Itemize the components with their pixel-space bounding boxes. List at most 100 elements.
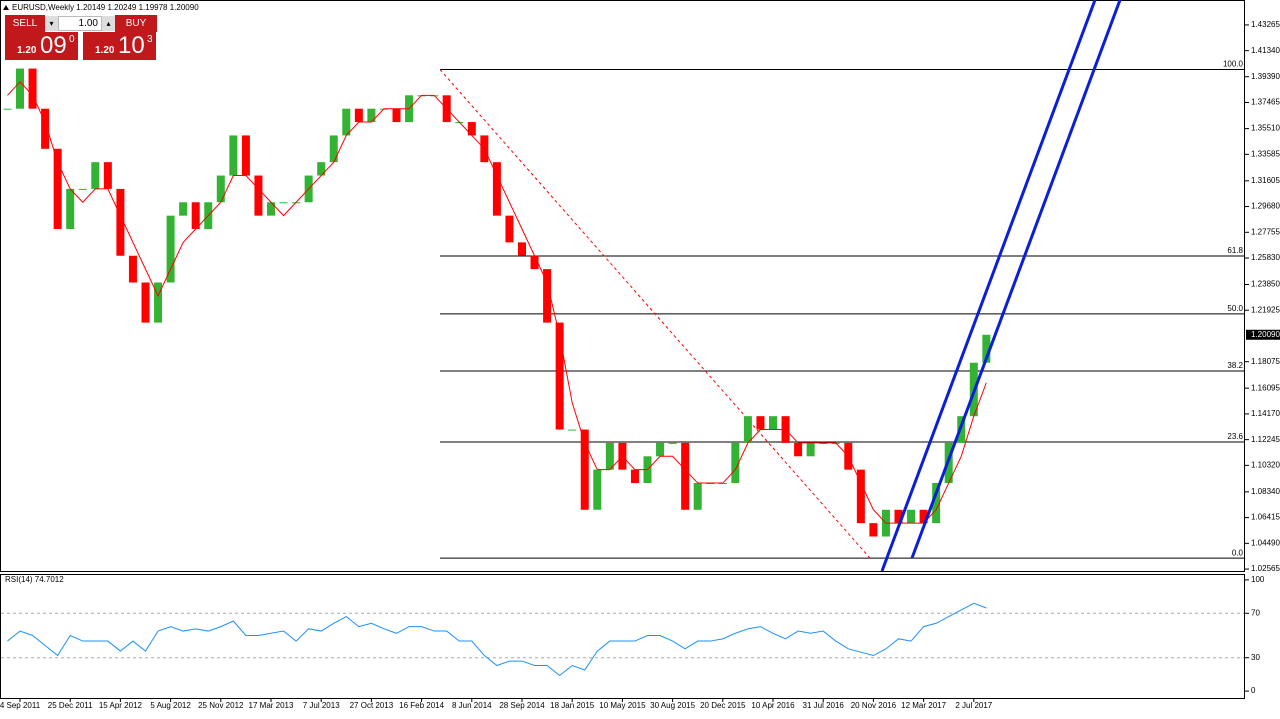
candle bbox=[279, 202, 288, 204]
lot-down[interactable]: ▾ bbox=[45, 16, 58, 31]
candle bbox=[492, 162, 501, 216]
candle bbox=[128, 255, 137, 283]
channel bbox=[880, 0, 1122, 572]
y-tick-label: 1.29680 bbox=[1251, 202, 1280, 211]
y-tick-label: 1.43265 bbox=[1251, 20, 1280, 29]
candle bbox=[329, 135, 338, 163]
sell-price[interactable]: 1.20 09 0 bbox=[5, 32, 78, 60]
y-tick-label: 1.06415 bbox=[1251, 513, 1280, 522]
buy-price[interactable]: 1.20 10 3 bbox=[83, 32, 156, 60]
y-tick-label: 1.12245 bbox=[1251, 435, 1280, 444]
price-pips: 09 bbox=[40, 32, 67, 59]
candle bbox=[668, 442, 677, 444]
y-tick-label: 1.33585 bbox=[1251, 149, 1280, 158]
candle bbox=[593, 469, 602, 510]
price-pips: 10 bbox=[118, 32, 145, 59]
y-tick-label: 1.02565 bbox=[1251, 564, 1280, 573]
candle bbox=[756, 416, 765, 430]
rsi-panel bbox=[0, 574, 1245, 699]
candle bbox=[317, 162, 326, 176]
x-tick-label: 4 Sep 2011 bbox=[0, 701, 41, 710]
sell-button[interactable]: SELL bbox=[5, 15, 45, 32]
y-tick-label: 0 bbox=[1251, 686, 1256, 695]
x-tick-label: 8 Jun 2014 bbox=[452, 701, 492, 710]
candle bbox=[693, 483, 702, 510]
candle bbox=[191, 202, 200, 230]
trade-panel: SELL ▾ 1.00 ▴ BUY 1.20 09 0 1.20 10 3 bbox=[2, 15, 157, 61]
price-frac: 0 bbox=[69, 34, 75, 45]
lot-input[interactable]: 1.00 bbox=[58, 16, 102, 31]
candle bbox=[555, 322, 564, 430]
candle bbox=[518, 242, 526, 256]
price-big: 1.20 bbox=[17, 45, 37, 56]
candle bbox=[907, 509, 916, 524]
x-tick-label: 10 Apr 2016 bbox=[751, 701, 795, 710]
x-tick-label: 7 Jul 2013 bbox=[303, 701, 340, 710]
candle bbox=[3, 108, 12, 110]
y-tick-label: 100 bbox=[1251, 575, 1265, 584]
rsi-title: RSI(14) 74.7012 bbox=[5, 575, 64, 584]
fib-label: 100.0 bbox=[1223, 60, 1244, 69]
x-tick-label: 12 Mar 2017 bbox=[901, 701, 946, 710]
candle bbox=[103, 162, 112, 189]
fib-label: 0.0 bbox=[1232, 548, 1244, 557]
candle bbox=[543, 269, 552, 323]
channel-line bbox=[910, 0, 1122, 559]
candle bbox=[179, 202, 188, 216]
lot-up[interactable]: ▴ bbox=[102, 16, 115, 31]
y-tick-label: 70 bbox=[1251, 608, 1260, 617]
x-tick-label: 10 May 2015 bbox=[599, 701, 646, 710]
candle bbox=[78, 188, 87, 190]
y-tick-label: 1.08340 bbox=[1251, 487, 1280, 496]
candle bbox=[392, 108, 401, 123]
candle bbox=[580, 429, 589, 510]
menu-icon[interactable] bbox=[3, 5, 9, 10]
candle bbox=[869, 523, 878, 537]
moving-average bbox=[7, 81, 987, 524]
fib-label: 61.8 bbox=[1227, 246, 1243, 255]
candle bbox=[41, 108, 50, 149]
fib-trend bbox=[439, 69, 871, 559]
candle bbox=[681, 442, 690, 510]
y-tick-label: 1.23850 bbox=[1251, 280, 1280, 289]
y-tick-label: 1.25830 bbox=[1251, 253, 1280, 262]
candle bbox=[794, 442, 803, 457]
x-tick-label: 30 Aug 2015 bbox=[650, 701, 695, 710]
y-tick-label: 1.18075 bbox=[1251, 357, 1280, 366]
candle bbox=[467, 122, 476, 136]
x-tick-label: 27 Oct 2013 bbox=[350, 701, 394, 710]
y-tick-label: 1.37465 bbox=[1251, 98, 1280, 107]
x-tick-label: 15 Apr 2012 bbox=[99, 701, 143, 710]
candle bbox=[856, 469, 865, 524]
candle bbox=[91, 162, 100, 189]
current-price-box bbox=[1246, 329, 1280, 340]
candle bbox=[769, 416, 777, 430]
candle bbox=[16, 68, 24, 109]
y-tick-label: 30 bbox=[1251, 653, 1260, 662]
candle bbox=[141, 282, 150, 323]
candle bbox=[354, 108, 363, 123]
x-tick-label: 25 Nov 2012 bbox=[198, 701, 244, 710]
y-tick-label: 1.39390 bbox=[1251, 72, 1280, 81]
current-price-label: 1.20090 bbox=[1251, 330, 1280, 339]
y-tick-label: 1.27755 bbox=[1251, 227, 1280, 236]
fib-label: 38.2 bbox=[1227, 361, 1243, 370]
buy-button[interactable]: BUY bbox=[115, 15, 157, 32]
y-tick-label: 1.10320 bbox=[1251, 460, 1280, 469]
x-tick-label: 31 Jul 2016 bbox=[803, 701, 845, 710]
y-tick-label: 1.04490 bbox=[1251, 538, 1280, 547]
candle bbox=[530, 255, 539, 270]
candle bbox=[154, 282, 163, 323]
price-panel bbox=[0, 0, 1245, 572]
candle bbox=[731, 442, 740, 484]
price-frac: 3 bbox=[147, 34, 153, 45]
candle bbox=[630, 469, 639, 484]
x-tick-label: 17 Mar 2013 bbox=[249, 701, 294, 710]
chart-title: EURUSD,Weekly 1.20149 1.20249 1.19978 1.… bbox=[12, 3, 199, 12]
x-tick-label: 20 Dec 2015 bbox=[700, 701, 746, 710]
candle bbox=[216, 175, 225, 203]
y-tick-label: 1.16095 bbox=[1251, 383, 1280, 392]
candle bbox=[656, 442, 665, 457]
